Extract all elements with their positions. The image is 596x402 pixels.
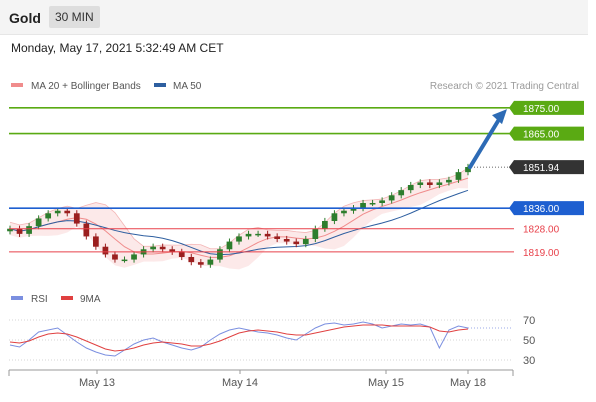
legend-swatch-rsi-ma <box>61 296 73 300</box>
bollinger-band <box>10 167 468 270</box>
projection-arrow-head <box>492 109 507 125</box>
level-label-1819.00: 1819.00 <box>523 248 560 259</box>
candle-body <box>465 167 471 173</box>
legend-label-rsi: RSI <box>31 294 48 305</box>
rsi-tick-50: 50 <box>523 335 535 347</box>
projection-arrow-shaft <box>468 114 503 170</box>
legend-swatch-rsi <box>11 296 23 300</box>
candle-body <box>255 233 261 236</box>
candle-body <box>436 182 443 185</box>
timeframe-badge[interactable]: 30 MIN <box>49 6 100 28</box>
x-tick-label: May 18 <box>450 377 486 389</box>
candle-body <box>102 246 109 255</box>
x-tick-label: May 15 <box>368 377 404 389</box>
candle-body <box>446 179 452 183</box>
candle-body <box>369 203 376 205</box>
candle-body <box>93 236 99 247</box>
candle-body <box>131 254 137 260</box>
candle-body <box>293 241 300 245</box>
candle-body <box>45 213 52 219</box>
candle-body <box>407 185 414 191</box>
candle-body <box>341 210 347 214</box>
legend-label-ma50: MA 50 <box>173 81 202 92</box>
level-label-1875.00: 1875.00 <box>523 104 560 115</box>
header-bar: Gold 30 MIN <box>0 0 588 35</box>
candle-body <box>169 249 176 252</box>
candle-body <box>236 236 242 242</box>
rsi-tick-70: 70 <box>523 315 535 327</box>
candle-body <box>417 182 424 185</box>
credit-text: Research © 2021 Trading Central <box>430 81 579 92</box>
legend-swatch-ma50 <box>154 83 166 87</box>
candle-body <box>455 172 462 180</box>
candle-body <box>312 228 319 239</box>
candle-body <box>112 254 118 260</box>
candle-body <box>322 221 328 229</box>
legend-swatch-ma20 <box>11 83 23 87</box>
timestamp: Monday, May 17, 2021 5:32:49 AM CET <box>11 41 224 55</box>
candle-body <box>217 249 223 260</box>
level-label-1836.00: 1836.00 <box>523 204 560 215</box>
candle-body <box>73 213 80 224</box>
rsi-tick-30: 30 <box>523 355 535 367</box>
level-label-1865.00: 1865.00 <box>523 130 560 141</box>
candle-body <box>350 208 357 211</box>
candle-body <box>302 239 309 245</box>
candle-body <box>226 241 233 250</box>
current-price-tag <box>509 160 584 175</box>
rsi-ma-line <box>9 324 469 352</box>
candle-body <box>54 210 61 214</box>
current-price-label: 1851.94 <box>523 163 560 174</box>
rsi-line <box>9 321 469 357</box>
candle-body <box>360 203 366 209</box>
candle-body <box>283 239 290 242</box>
level-tag-1836.00 <box>509 201 584 216</box>
level-label-1828.00: 1828.00 <box>523 225 560 236</box>
candle-body <box>16 228 23 234</box>
candle-body <box>274 236 281 239</box>
candle-body <box>188 257 195 263</box>
level-tag-1865.00 <box>509 126 584 141</box>
candle-body <box>197 262 204 265</box>
candle-body <box>83 223 90 237</box>
candle-body <box>398 190 405 196</box>
level-tag-1875.00 <box>509 100 584 115</box>
candle-body <box>35 218 42 227</box>
candle-body <box>159 246 166 250</box>
candle-body <box>7 228 13 232</box>
legend-label-ma20: MA 20 + Bollinger Bands <box>31 81 141 92</box>
candle-body <box>178 251 185 257</box>
candle-body <box>150 246 156 250</box>
candle-body <box>121 259 128 262</box>
candle-body <box>388 195 395 201</box>
candle-body <box>426 182 433 185</box>
x-tick-label: May 13 <box>79 377 115 389</box>
candle-body <box>331 213 338 221</box>
candle-body <box>26 226 32 234</box>
legend-label-rsi-ma: 9MA <box>80 294 101 305</box>
candle-body <box>207 259 214 265</box>
candle-body <box>64 210 71 214</box>
candle-body <box>245 233 252 237</box>
x-tick-label: May 14 <box>222 377 258 389</box>
candle-body <box>379 200 385 203</box>
asset-name: Gold <box>9 10 41 26</box>
candle-body <box>264 233 271 237</box>
